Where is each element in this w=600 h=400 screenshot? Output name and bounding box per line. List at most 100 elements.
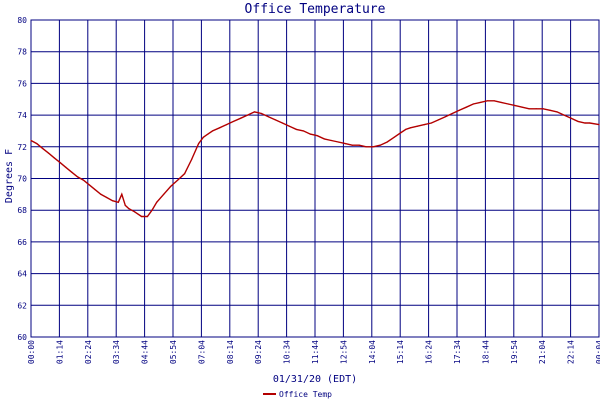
data-point: [528, 108, 530, 110]
data-point: [405, 128, 407, 130]
data-point: [309, 133, 311, 135]
data-point: [437, 119, 439, 121]
data-point: [239, 117, 242, 119]
data-point: [316, 135, 318, 137]
data-point: [358, 144, 360, 146]
data-point: [500, 101, 502, 104]
x-tick-label: 02:24: [84, 340, 93, 364]
data-point: [549, 109, 551, 111]
data-point: [146, 215, 148, 218]
x-tick-label: 05:54: [169, 340, 178, 364]
x-tick-label: 10:34: [283, 340, 292, 364]
y-tick-label: 76: [17, 79, 27, 88]
data-point: [563, 114, 565, 116]
data-point: [577, 120, 579, 123]
x-tick-label: 04:44: [141, 340, 150, 364]
data-point: [365, 146, 367, 148]
y-tick-label: 68: [17, 206, 27, 215]
x-tick-label: 16:24: [425, 340, 434, 364]
data-point: [486, 100, 488, 102]
data-point: [423, 124, 426, 126]
data-point: [88, 184, 90, 186]
data-point: [202, 136, 204, 138]
x-tick-label: 03:34: [112, 340, 121, 364]
data-point: [140, 215, 143, 218]
data-point: [514, 104, 516, 107]
data-point: [302, 130, 304, 132]
x-tick-label: 00:00: [27, 340, 36, 364]
y-tick-label: 62: [17, 301, 27, 310]
x-tick-label: 07:04: [197, 340, 206, 364]
data-point: [472, 103, 474, 105]
data-point: [330, 139, 332, 142]
y-tick-label: 80: [17, 16, 27, 25]
data-point: [163, 193, 165, 195]
data-point: [218, 127, 221, 129]
data-point: [36, 143, 38, 145]
data-point: [451, 112, 453, 115]
data-point: [71, 171, 73, 173]
data-point: [151, 209, 153, 211]
data-point: [535, 108, 537, 110]
data-point: [274, 119, 277, 121]
data-point: [246, 114, 249, 116]
data-point: [42, 147, 44, 149]
x-tick-label: 21:04: [538, 340, 547, 364]
y-tick-label: 64: [17, 270, 27, 279]
data-point: [94, 188, 96, 191]
data-point: [65, 166, 67, 169]
data-point: [117, 201, 119, 203]
data-point: [493, 100, 495, 102]
x-tick-label: 08:14: [226, 340, 235, 364]
data-point: [295, 128, 297, 130]
data-point: [570, 117, 572, 119]
grid-lines: [30, 19, 600, 338]
legend-label: Office Temp: [279, 390, 332, 399]
data-point: [124, 204, 126, 207]
x-tick-label: 18:44: [481, 340, 490, 364]
data-point: [184, 173, 186, 175]
data-point: [430, 122, 432, 124]
data-point: [584, 122, 586, 124]
data-point: [76, 176, 79, 178]
data-point: [207, 133, 209, 135]
data-point: [106, 196, 108, 199]
x-tick-labels: 00:00 01:14 02:24 03:34 04:44 05:54 07:04 08:14…: [27, 340, 600, 364]
data-points: [30, 100, 600, 218]
x-axis-label: 01/31/20 (EDT): [273, 374, 357, 385]
data-point: [156, 201, 158, 203]
x-tick-label: 00:04: [595, 340, 600, 364]
data-point: [121, 193, 123, 195]
data-point: [556, 111, 558, 113]
data-point: [521, 106, 523, 108]
y-tick-label: 72: [17, 143, 27, 152]
data-point: [225, 124, 228, 126]
data-point: [82, 179, 84, 181]
data-point: [59, 162, 61, 164]
data-point: [267, 116, 270, 118]
data-point: [170, 185, 172, 188]
data-point: [47, 152, 50, 154]
plot-frame: [30, 19, 600, 338]
x-tick-label: 19:54: [510, 340, 519, 364]
data-point: [128, 208, 130, 210]
data-point: [53, 157, 55, 159]
y-tick-label: 74: [17, 111, 27, 120]
data-point: [133, 211, 136, 213]
y-tick-label: 66: [17, 238, 27, 247]
data-point: [393, 136, 395, 138]
data-point: [444, 116, 446, 118]
data-point: [400, 131, 402, 134]
data-point: [253, 111, 256, 113]
x-tick-label: 17:34: [453, 340, 462, 364]
y-tick-label: 60: [17, 333, 27, 342]
data-point: [281, 122, 284, 124]
data-point: [260, 112, 263, 115]
x-tick-label: 09:24: [254, 340, 263, 364]
y-tick-labels: 60 62 64 66 68 70 72 74 76 78 80: [17, 16, 27, 342]
x-tick-label: 12:54: [339, 340, 348, 364]
data-point: [416, 125, 419, 127]
data-point: [386, 141, 388, 143]
data-point: [465, 106, 467, 108]
